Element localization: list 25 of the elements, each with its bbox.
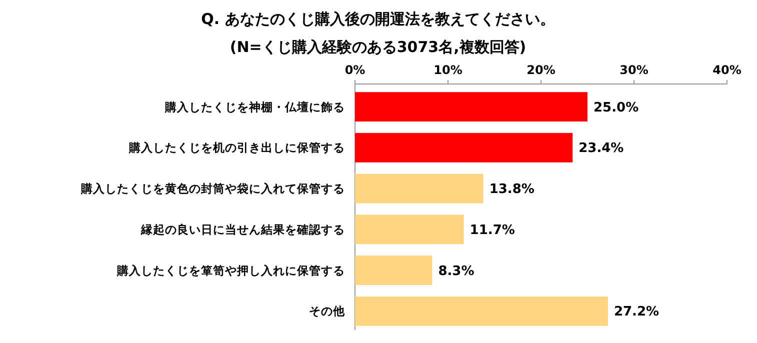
data-label: 25.0% — [594, 100, 639, 116]
data-label: 13.8% — [489, 182, 534, 198]
bar — [355, 174, 484, 204]
data-label: 23.4% — [578, 141, 624, 156]
y-tick-label: 購入したくじを黄色の封筒や袋に入れて保管する — [80, 182, 345, 196]
bar — [355, 132, 573, 162]
chart-subtitle: (N=くじ購入経験のある3073名,複数回答) — [230, 38, 526, 56]
bar — [355, 92, 588, 122]
x-tick-label: 30% — [620, 63, 648, 77]
y-tick-label: その他 — [309, 304, 346, 318]
data-label: 27.2% — [614, 304, 660, 320]
x-tick-label: 10% — [434, 63, 462, 77]
y-tick-label: 縁起の良い日に当せん結果を確認する — [140, 222, 345, 236]
bar — [355, 256, 432, 286]
data-label: 11.7% — [470, 222, 515, 238]
y-tick-label: 購入したくじを神棚・仏壇に飾る — [164, 100, 345, 114]
x-tick-label: 0% — [344, 63, 366, 77]
bar — [355, 214, 464, 244]
x-tick-label: 20% — [526, 63, 556, 77]
y-tick-label: 購入したくじを机の引き出しに保管する — [128, 140, 345, 155]
x-tick-label: 40% — [712, 63, 742, 77]
chart-title: Q. あなたのくじ購入後の開運法を教えてください。 — [201, 10, 555, 28]
bar — [355, 296, 608, 326]
y-tick-label: 購入したくじを箪笥や押し入れに保管する — [116, 263, 345, 278]
data-label: 8.3% — [438, 264, 474, 279]
